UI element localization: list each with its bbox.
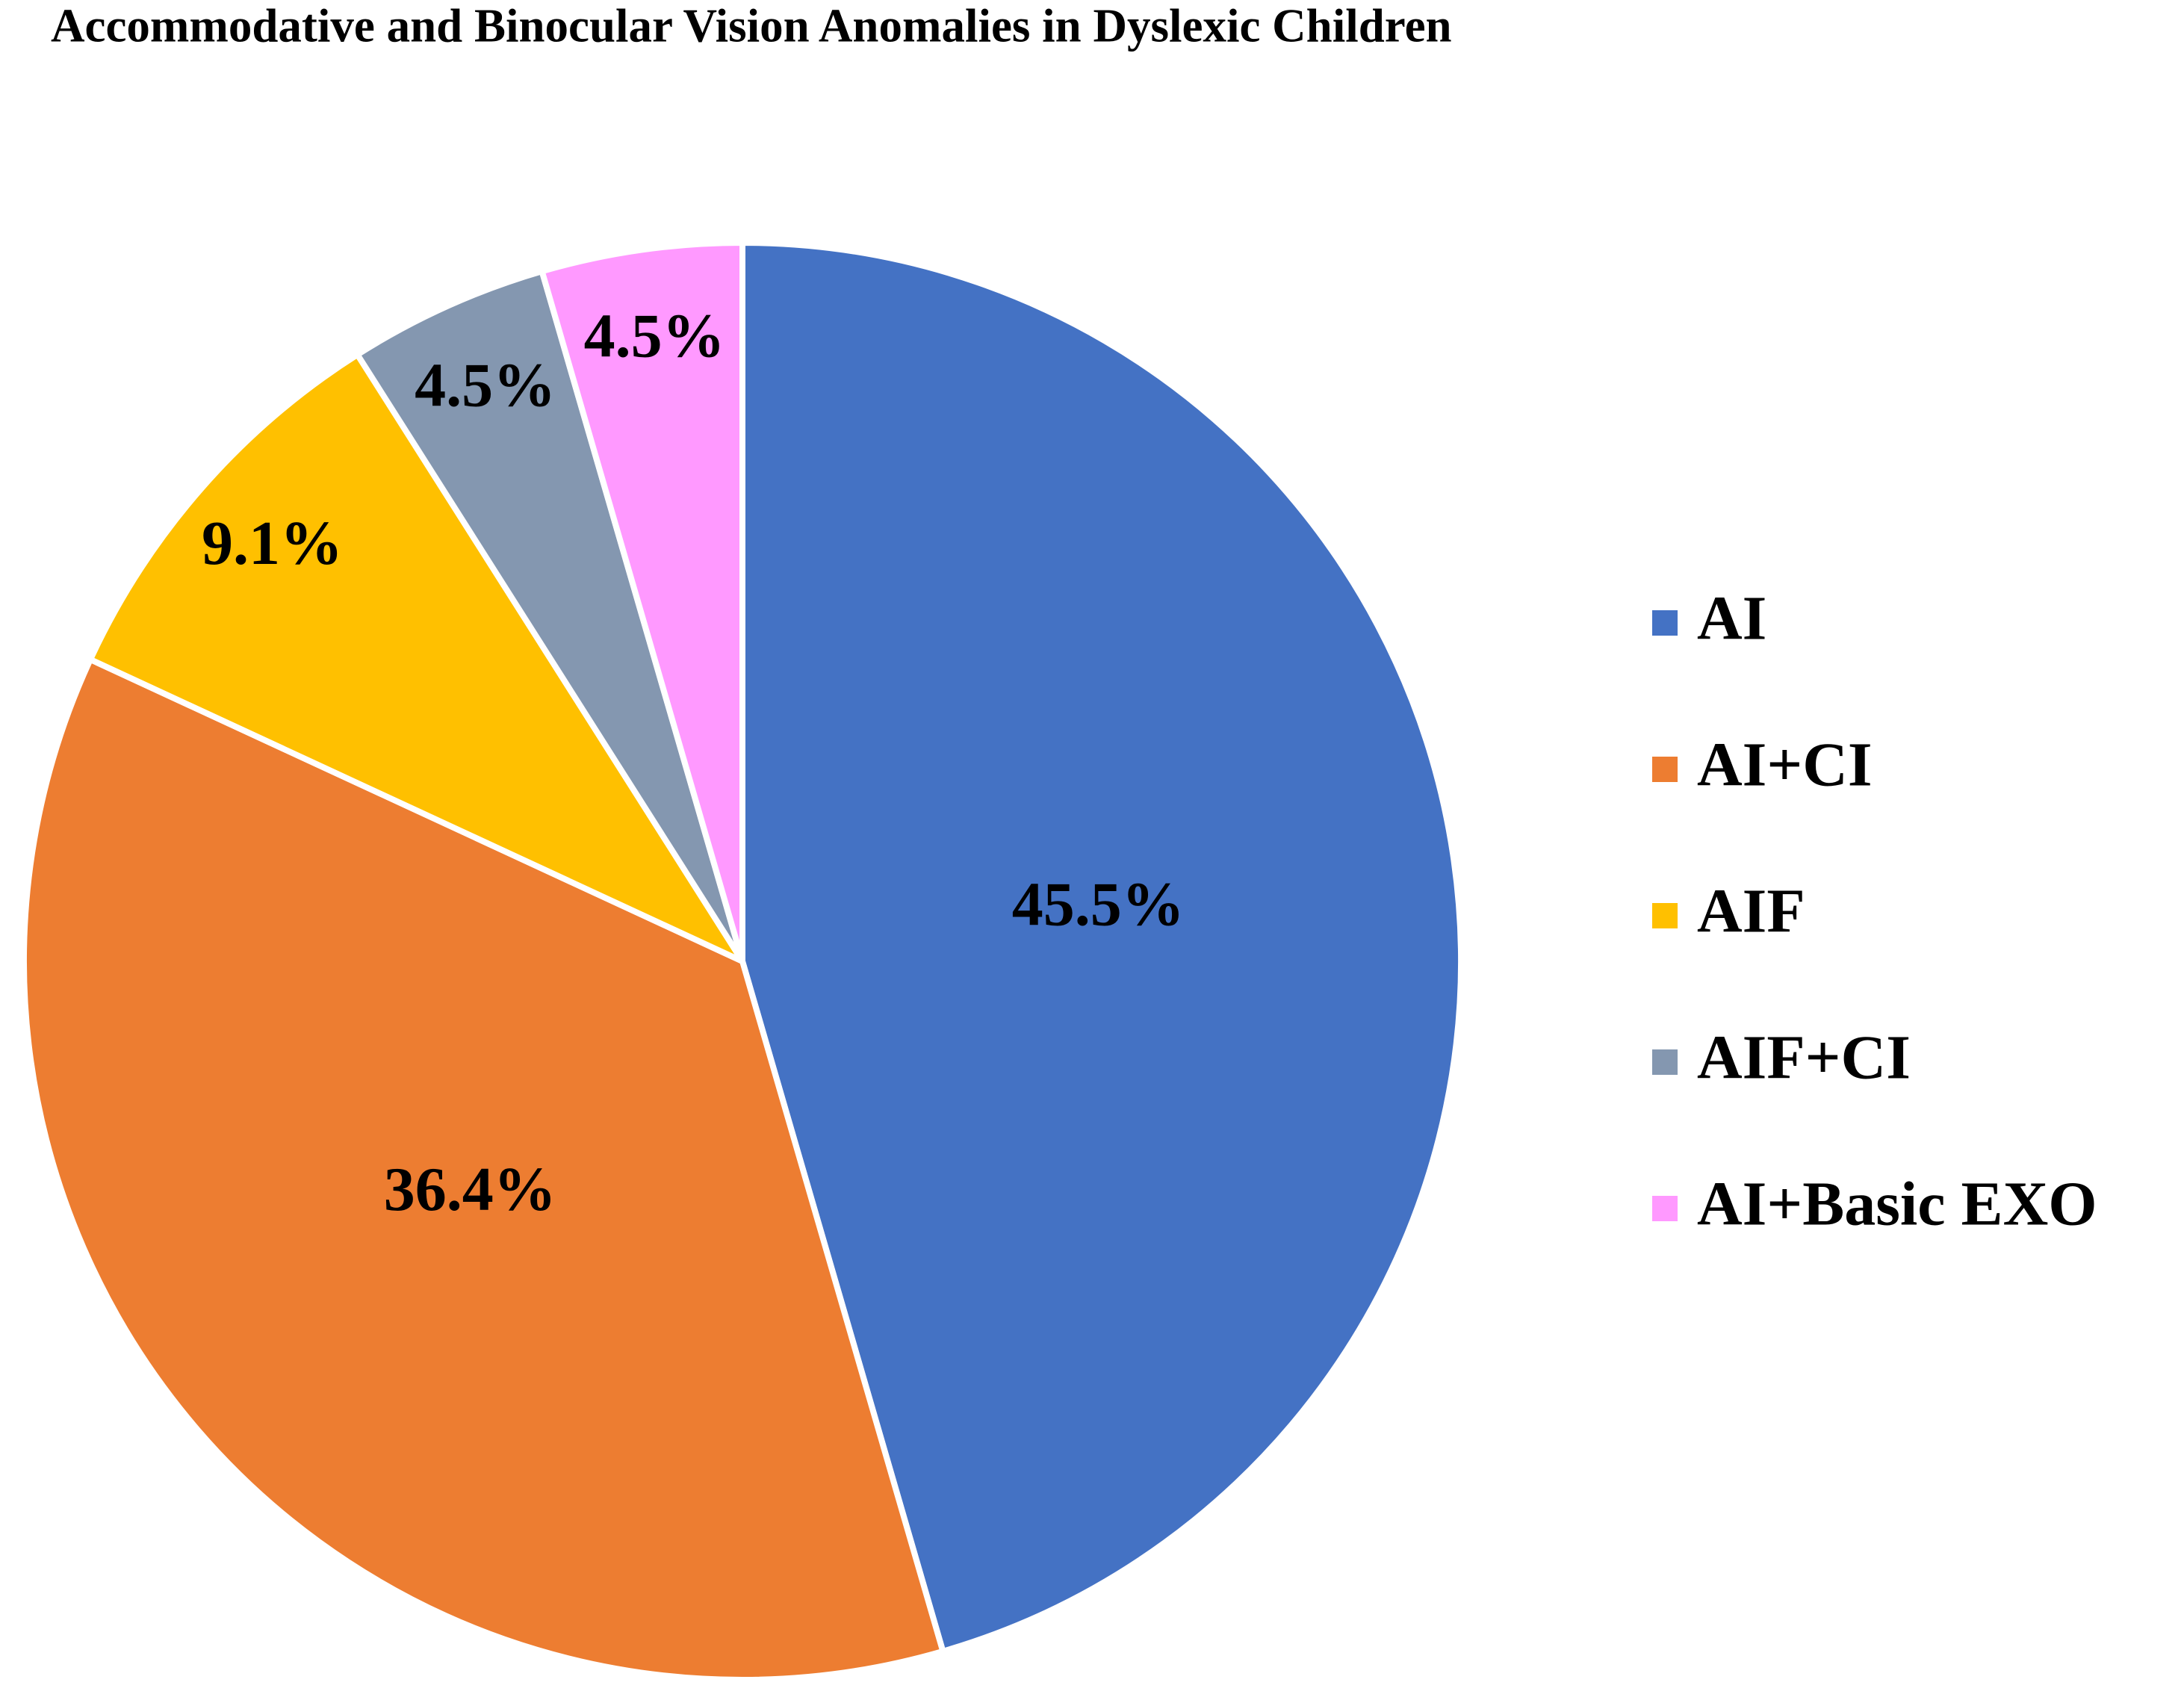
legend-label: AIF xyxy=(1697,876,1805,946)
data-label: 36.4% xyxy=(384,1155,556,1224)
pie-slice xyxy=(21,656,946,1683)
legend-label: AI+Basic EXO xyxy=(1697,1169,2097,1238)
legend-swatch xyxy=(1652,1196,1678,1221)
data-label: 9.1% xyxy=(202,509,343,578)
pie-slice xyxy=(539,240,745,964)
legend-label: AI xyxy=(1697,583,1766,653)
legend-label: AI+CI xyxy=(1697,730,1873,799)
legend-swatch xyxy=(1652,903,1678,928)
legend-label: AIF+CI xyxy=(1697,1023,1911,1092)
legend-swatch xyxy=(1652,1049,1678,1075)
chart-title: Accommodative and Binocular Vision Anoma… xyxy=(51,0,1452,52)
pie-slice xyxy=(354,268,745,964)
legend-swatch xyxy=(1652,757,1678,782)
data-label: 45.5% xyxy=(1012,870,1185,940)
data-label: 4.5% xyxy=(415,350,556,420)
legend-swatch xyxy=(1652,610,1678,636)
data-label: 4.5% xyxy=(584,302,725,371)
pie-slice xyxy=(739,240,1464,1654)
pie-slice xyxy=(87,351,745,964)
